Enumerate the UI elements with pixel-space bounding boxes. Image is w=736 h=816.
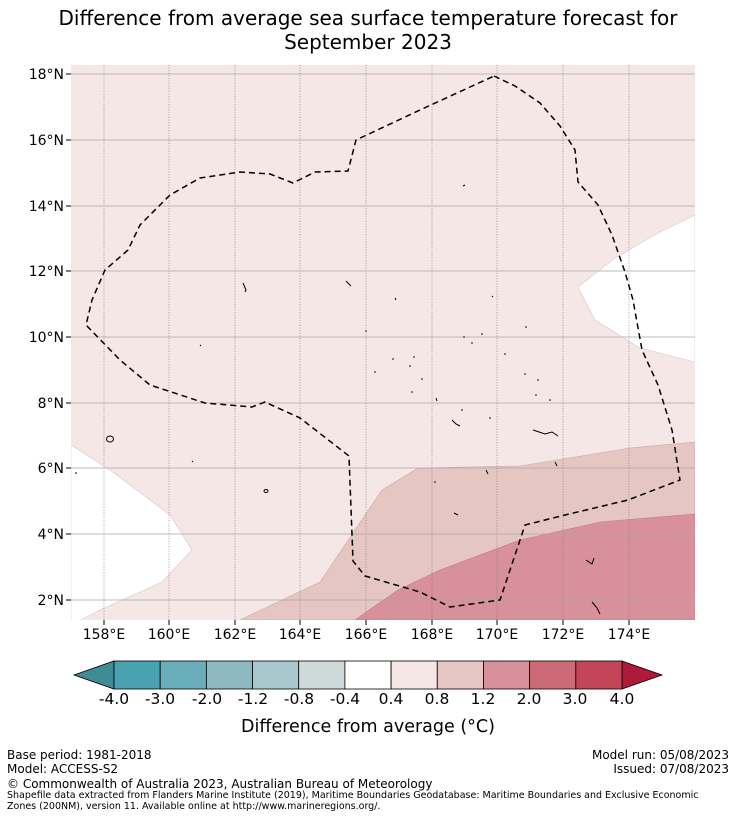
lon-label-172e: 172°E bbox=[542, 627, 585, 643]
colorbar-segment bbox=[390, 660, 438, 690]
map-area bbox=[71, 65, 695, 620]
islets bbox=[75, 326, 551, 483]
copyright: © Commonwealth of Australia 2023, Austra… bbox=[7, 777, 433, 791]
title-line-1: Difference from average sea surface temp… bbox=[58, 6, 678, 30]
lon-label-160e: 160°E bbox=[148, 627, 191, 643]
colorbar-segment bbox=[529, 660, 577, 690]
base-period: Base period: 1981-2018 bbox=[7, 748, 152, 762]
lon-label-166e: 166°E bbox=[345, 627, 388, 643]
islands bbox=[106, 184, 601, 615]
near-zero-region-west bbox=[71, 444, 193, 620]
colorbar-segment bbox=[159, 660, 207, 690]
colorbar-label: -4.0 bbox=[98, 690, 130, 708]
model-run: Model run: 05/08/2023 bbox=[591, 748, 729, 762]
near-zero-region-east bbox=[577, 214, 695, 363]
lat-label-2n: 2°N bbox=[38, 593, 64, 609]
lat-label-16n: 16°N bbox=[29, 133, 64, 149]
colorbar-title: Difference from average (°C) bbox=[241, 717, 495, 737]
lon-label-158e: 158°E bbox=[83, 627, 126, 643]
colorbar-label: 0.8 bbox=[424, 690, 450, 708]
latitude-lines bbox=[71, 73, 695, 601]
issued-date: Issued: 07/08/2023 bbox=[613, 762, 729, 776]
eez-boundary bbox=[85, 75, 681, 608]
lat-label-10n: 10°N bbox=[29, 330, 64, 346]
lat-label-18n: 18°N bbox=[29, 67, 64, 83]
colorbar-label: 0.4 bbox=[378, 690, 404, 708]
lat-label-8n: 8°N bbox=[38, 396, 64, 412]
lon-label-174e: 174°E bbox=[608, 627, 651, 643]
anomaly-region-strong bbox=[354, 513, 695, 620]
colorbar-label: -2.0 bbox=[191, 690, 223, 708]
colorbar-segment bbox=[436, 660, 484, 690]
colorbar-label: -0.8 bbox=[283, 690, 315, 708]
model-name: Model: ACCESS-S2 bbox=[7, 762, 119, 776]
title-line-2: September 2023 bbox=[284, 30, 452, 54]
lon-label-164e: 164°E bbox=[279, 627, 322, 643]
colorbar-segment bbox=[252, 660, 300, 690]
lon-label-168e: 168°E bbox=[411, 627, 454, 643]
lat-label-4n: 4°N bbox=[38, 527, 64, 543]
colorbar-label: 3.0 bbox=[562, 690, 588, 708]
colorbar-label: -3.0 bbox=[144, 690, 176, 708]
colorbar-segment bbox=[113, 660, 161, 690]
colorbar-extend-high bbox=[621, 660, 664, 690]
colorbar-extend-low bbox=[72, 660, 115, 690]
lon-label-170e: 170°E bbox=[476, 627, 519, 643]
footer-left: Base period: 1981-2018 Model: ACCESS-S2 bbox=[7, 748, 152, 776]
data-source: Shapefile data extracted from Flanders M… bbox=[7, 790, 699, 812]
axis-ticks bbox=[66, 73, 630, 625]
lat-label-12n: 12°N bbox=[29, 264, 64, 280]
colorbar-label: 1.2 bbox=[470, 690, 496, 708]
colorbar-segment bbox=[298, 660, 346, 690]
colorbar-segment bbox=[483, 660, 531, 690]
colorbar-label: 2.0 bbox=[516, 690, 542, 708]
chart-title: Difference from average sea surface temp… bbox=[0, 6, 736, 54]
lat-label-14n: 14°N bbox=[29, 199, 64, 215]
colorbar-segment bbox=[575, 660, 623, 690]
colorbar-segment bbox=[205, 660, 253, 690]
colorbar-segment bbox=[344, 660, 392, 690]
colorbar-label: -1.2 bbox=[237, 690, 269, 708]
colorbar-label: -0.4 bbox=[329, 690, 361, 708]
lat-label-6n: 6°N bbox=[38, 461, 64, 477]
colorbar-label: 4.0 bbox=[609, 690, 635, 708]
lon-label-162e: 162°E bbox=[214, 627, 257, 643]
footer-right: Model run: 05/08/2023 Issued: 07/08/2023 bbox=[592, 748, 729, 776]
colorbar bbox=[72, 660, 664, 690]
